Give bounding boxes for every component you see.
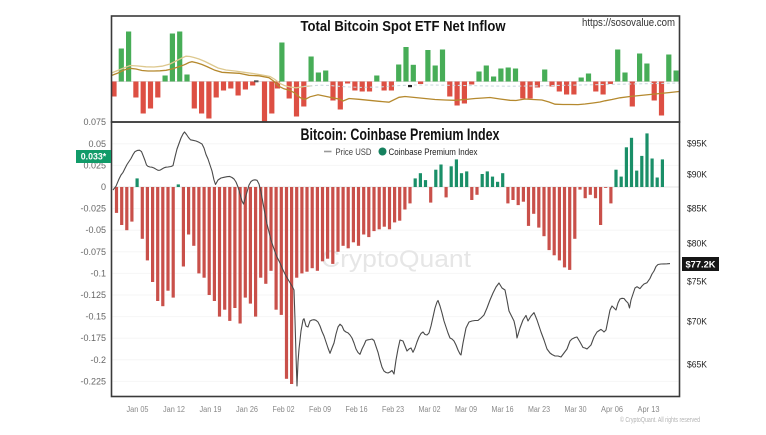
svg-text:0.05: 0.05 xyxy=(88,139,106,149)
svg-text:Mar 23: Mar 23 xyxy=(528,405,550,414)
svg-text:Jan 26: Jan 26 xyxy=(236,405,258,414)
svg-text:Coinbase Premium Index: Coinbase Premium Index xyxy=(389,147,478,158)
svg-text:-0.1: -0.1 xyxy=(90,268,106,278)
svg-text:-0.05: -0.05 xyxy=(85,225,106,235)
svg-text:Mar 02: Mar 02 xyxy=(419,405,441,414)
svg-text:Jan 12: Jan 12 xyxy=(163,405,185,414)
svg-text:Jan 05: Jan 05 xyxy=(127,405,149,414)
svg-text:0: 0 xyxy=(101,182,106,192)
svg-text:-0.075: -0.075 xyxy=(80,247,106,257)
svg-text:-0.2: -0.2 xyxy=(90,355,106,365)
svg-text:Apr 13: Apr 13 xyxy=(638,405,661,414)
svg-text:CryptoQuant: CryptoQuant xyxy=(321,246,471,273)
svg-text:Mar 16: Mar 16 xyxy=(492,405,514,414)
svg-text:0.075: 0.075 xyxy=(83,117,106,127)
svg-text:Bitcoin: Coinbase Premium Inde: Bitcoin: Coinbase Premium Index xyxy=(301,126,501,144)
svg-text:Feb 16: Feb 16 xyxy=(346,405,368,414)
svg-text:Total Bitcoin Spot ETF Net Inf: Total Bitcoin Spot ETF Net Inflow xyxy=(301,19,507,35)
svg-text:$65K: $65K xyxy=(687,360,708,371)
svg-text:0.033*: 0.033* xyxy=(81,152,107,162)
svg-text:$85K: $85K xyxy=(687,204,708,215)
svg-text:-0.15: -0.15 xyxy=(85,312,106,322)
svg-text:$77.2K: $77.2K xyxy=(686,260,716,270)
svg-text:$80K: $80K xyxy=(687,239,708,250)
svg-text:$70K: $70K xyxy=(687,317,708,328)
svg-text:© CryptoQuant. All rights rese: © CryptoQuant. All rights reserved xyxy=(620,416,700,424)
svg-text:Feb 02: Feb 02 xyxy=(273,405,295,414)
svg-text:https://sosovalue.com: https://sosovalue.com xyxy=(582,17,675,29)
svg-text:Mar 09: Mar 09 xyxy=(455,405,477,414)
svg-text:-0.025: -0.025 xyxy=(80,204,106,214)
svg-text:Price USD: Price USD xyxy=(336,147,372,158)
svg-text:Apr 06: Apr 06 xyxy=(601,405,624,414)
svg-text:$90K: $90K xyxy=(687,170,708,181)
svg-text:Feb 23: Feb 23 xyxy=(382,405,404,414)
svg-text:$95K: $95K xyxy=(687,139,708,150)
svg-text:Feb 09: Feb 09 xyxy=(309,405,331,414)
svg-text:0.025: 0.025 xyxy=(83,160,106,170)
svg-text:Mar 30: Mar 30 xyxy=(565,405,587,414)
svg-text:$75K: $75K xyxy=(687,277,708,288)
svg-text:-0.125: -0.125 xyxy=(80,290,106,300)
svg-text:Jan 19: Jan 19 xyxy=(200,405,222,414)
svg-text:-0.175: -0.175 xyxy=(80,333,106,343)
svg-text:-0.225: -0.225 xyxy=(80,376,106,386)
